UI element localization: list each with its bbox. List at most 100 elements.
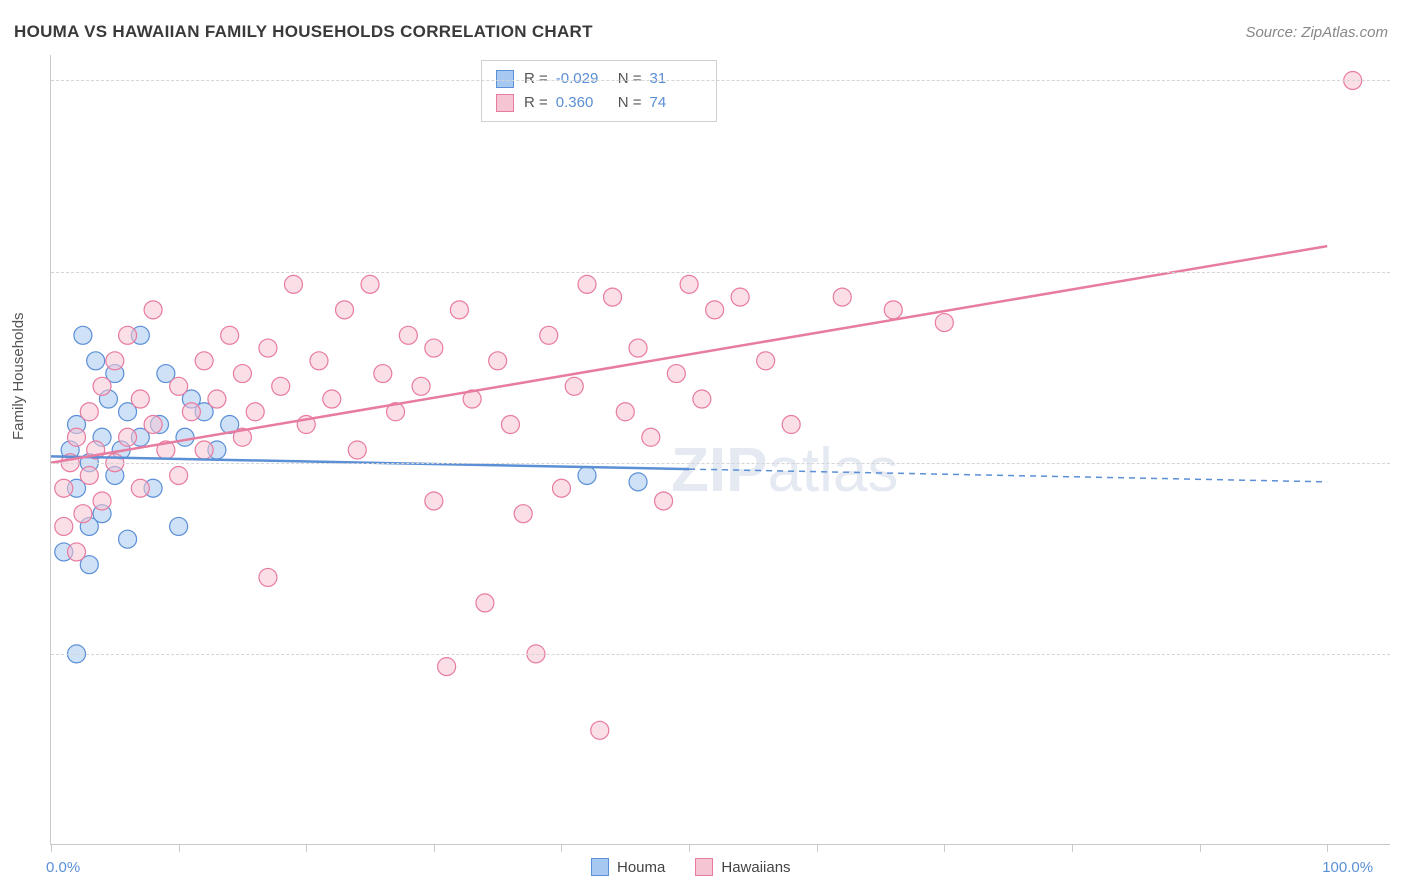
data-point bbox=[68, 428, 86, 446]
x-tick bbox=[434, 844, 435, 852]
data-point bbox=[489, 352, 507, 370]
x-tick bbox=[689, 844, 690, 852]
gridline bbox=[51, 272, 1390, 273]
data-point bbox=[208, 390, 226, 408]
x-tick bbox=[944, 844, 945, 852]
data-point bbox=[182, 403, 200, 421]
legend-label: Houma bbox=[617, 859, 665, 876]
legend-swatch bbox=[496, 94, 514, 112]
data-point bbox=[782, 416, 800, 434]
legend-text: 74 bbox=[650, 91, 702, 115]
data-point bbox=[195, 352, 213, 370]
data-point bbox=[170, 517, 188, 535]
legend-swatch bbox=[591, 858, 609, 876]
data-point bbox=[246, 403, 264, 421]
legend-text: R = bbox=[524, 91, 548, 115]
legend-text: -0.029 bbox=[556, 67, 608, 91]
legend-row: R =0.360N =74 bbox=[496, 91, 702, 115]
data-point bbox=[144, 301, 162, 319]
data-point bbox=[93, 492, 111, 510]
data-point bbox=[565, 377, 583, 395]
x-tick bbox=[561, 844, 562, 852]
legend-text: N = bbox=[618, 67, 642, 91]
x-tick bbox=[1072, 844, 1073, 852]
data-point bbox=[476, 594, 494, 612]
data-point bbox=[540, 326, 558, 344]
data-point bbox=[68, 543, 86, 561]
x-tick bbox=[1200, 844, 1201, 852]
data-point bbox=[667, 365, 685, 383]
data-point bbox=[310, 352, 328, 370]
data-point bbox=[361, 275, 379, 293]
x-tick-label: 0.0% bbox=[46, 859, 80, 876]
data-point bbox=[514, 505, 532, 523]
trend-line-extrapolated bbox=[689, 469, 1327, 482]
data-point bbox=[706, 301, 724, 319]
data-point bbox=[55, 517, 73, 535]
source-attribution: Source: ZipAtlas.com bbox=[1245, 24, 1388, 41]
data-point bbox=[348, 441, 366, 459]
data-point bbox=[757, 352, 775, 370]
x-tick bbox=[306, 844, 307, 852]
data-point bbox=[693, 390, 711, 408]
data-point bbox=[604, 288, 622, 306]
data-point bbox=[935, 314, 953, 332]
data-point bbox=[176, 428, 194, 446]
data-point bbox=[616, 403, 634, 421]
data-point bbox=[221, 326, 239, 344]
y-axis-label: Family Households bbox=[10, 312, 27, 440]
data-point bbox=[425, 492, 443, 510]
legend-swatch bbox=[496, 70, 514, 88]
data-point bbox=[131, 479, 149, 497]
data-point bbox=[144, 416, 162, 434]
scatter-svg bbox=[51, 55, 1390, 844]
data-point bbox=[731, 288, 749, 306]
data-point bbox=[272, 377, 290, 395]
data-point bbox=[884, 301, 902, 319]
series-legend: Houma Hawaiians bbox=[591, 858, 791, 876]
data-point bbox=[425, 339, 443, 357]
data-point bbox=[501, 416, 519, 434]
data-point bbox=[629, 339, 647, 357]
chart-title: HOUMA VS HAWAIIAN FAMILY HOUSEHOLDS CORR… bbox=[14, 22, 593, 42]
correlation-legend: R = -0.029 N = 31R =0.360N =74 bbox=[481, 60, 717, 122]
data-point bbox=[55, 479, 73, 497]
data-point bbox=[259, 339, 277, 357]
legend-item: Houma bbox=[591, 858, 665, 876]
data-point bbox=[399, 326, 417, 344]
data-point bbox=[284, 275, 302, 293]
data-point bbox=[93, 377, 111, 395]
data-point bbox=[552, 479, 570, 497]
legend-text: R = bbox=[524, 67, 548, 91]
data-point bbox=[412, 377, 430, 395]
data-point bbox=[323, 390, 341, 408]
data-point bbox=[119, 326, 137, 344]
data-point bbox=[629, 473, 647, 491]
chart-plot-area: ZIPatlas R =-0.029N =31R =0.360N =74 Hou… bbox=[50, 55, 1390, 845]
data-point bbox=[438, 658, 456, 676]
legend-label: Hawaiians bbox=[721, 859, 790, 876]
data-point bbox=[74, 326, 92, 344]
data-point bbox=[195, 441, 213, 459]
gridline bbox=[51, 654, 1390, 655]
data-point bbox=[170, 377, 188, 395]
x-tick bbox=[817, 844, 818, 852]
data-point bbox=[87, 352, 105, 370]
x-tick bbox=[1327, 844, 1328, 852]
data-point bbox=[74, 505, 92, 523]
x-tick bbox=[51, 844, 52, 852]
legend-text: 31 bbox=[650, 67, 702, 91]
data-point bbox=[450, 301, 468, 319]
data-point bbox=[170, 466, 188, 484]
gridline bbox=[51, 80, 1390, 81]
data-point bbox=[336, 301, 354, 319]
data-point bbox=[578, 466, 596, 484]
x-tick-label: 100.0% bbox=[1322, 859, 1373, 876]
data-point bbox=[591, 721, 609, 739]
data-point bbox=[119, 428, 137, 446]
gridline bbox=[51, 463, 1390, 464]
legend-item: Hawaiians bbox=[695, 858, 790, 876]
data-point bbox=[833, 288, 851, 306]
data-point bbox=[233, 365, 251, 383]
data-point bbox=[80, 403, 98, 421]
